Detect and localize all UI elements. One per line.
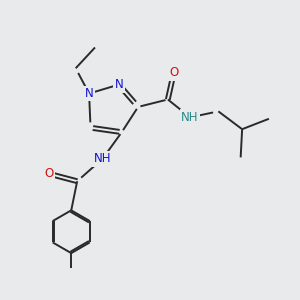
Text: N: N [114,78,123,91]
Text: NH: NH [182,111,199,124]
Text: O: O [169,66,178,79]
Text: NH: NH [94,152,111,165]
Text: N: N [85,87,93,100]
Text: O: O [44,167,54,180]
